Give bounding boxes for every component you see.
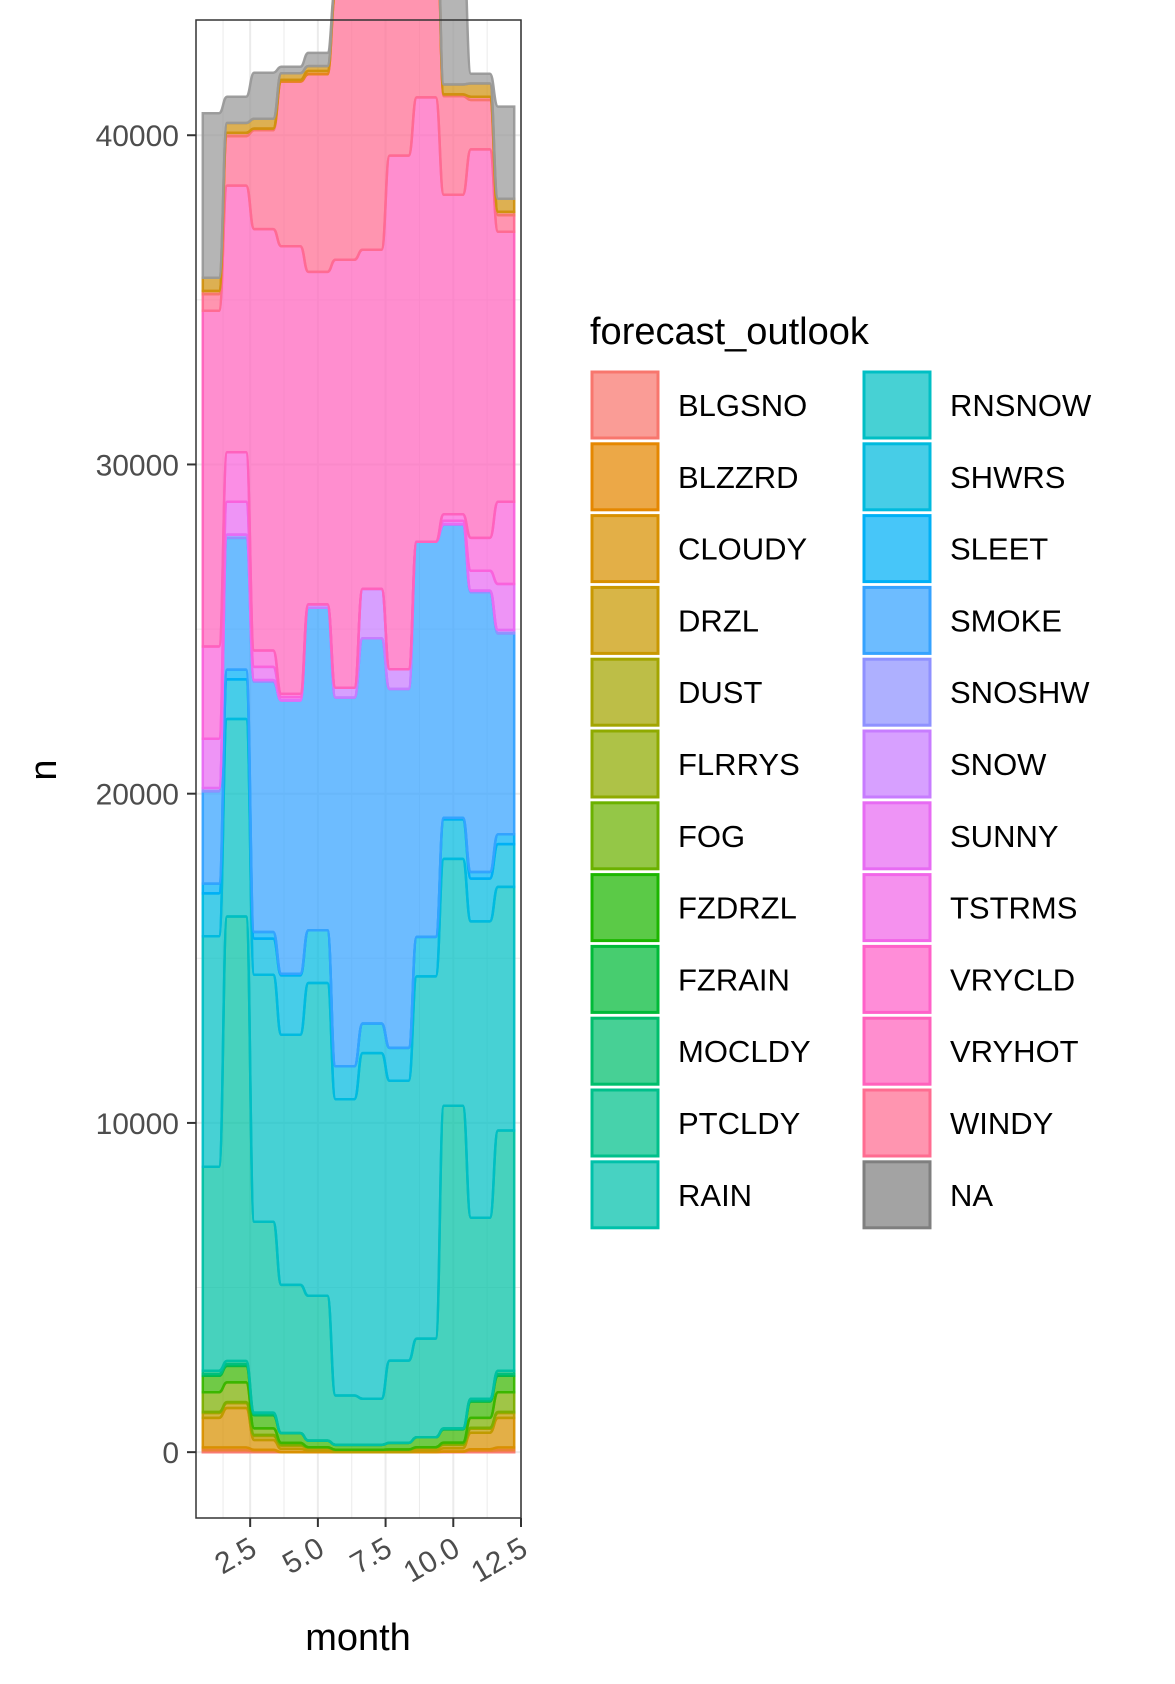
legend-key-blgsno xyxy=(590,370,660,440)
legend-label: SMOKE xyxy=(950,603,1062,638)
legend-label: FZDRZL xyxy=(678,891,797,926)
legend-item: BLGSNO xyxy=(590,370,807,440)
stream-areas xyxy=(201,0,516,1454)
legend-label: FLRRYS xyxy=(678,747,800,782)
legend-item: TSTRMS xyxy=(862,873,1077,943)
legend: BLGSNO BLZZRD CLOUDY DRZL DUST FLRRYS FOG FZDRZ… xyxy=(590,370,1092,1230)
legend-key-vryhot xyxy=(862,1016,932,1086)
legend-label: BLZZRD xyxy=(678,460,799,495)
legend-item: RAIN xyxy=(590,1160,752,1230)
legend-label: FZRAIN xyxy=(678,962,790,997)
legend-label: MOCLDY xyxy=(678,1034,811,1069)
legend-key-sleet xyxy=(862,514,932,584)
legend-item: VRYHOT xyxy=(862,1016,1079,1086)
legend-key-dust xyxy=(590,657,660,727)
x-axis-title: month xyxy=(305,1617,411,1659)
plot-panel-border xyxy=(195,19,522,1519)
legend-item: DRZL xyxy=(590,585,759,655)
legend-item: RNSNOW xyxy=(862,370,1092,440)
legend-item: SNOSHW xyxy=(862,657,1090,727)
legend-key-smoke xyxy=(862,585,932,655)
legend-item: SLEET xyxy=(862,514,1048,584)
legend-label: SHWRS xyxy=(950,460,1065,495)
legend-label: SUNNY xyxy=(950,819,1059,854)
legend-item: DUST xyxy=(590,657,762,727)
legend-item: FZDRZL xyxy=(590,873,797,943)
legend-key-mocldy xyxy=(590,1016,660,1086)
legend-key-windy xyxy=(862,1088,932,1158)
legend-item: NA xyxy=(862,1160,993,1230)
legend-item: BLZZRD xyxy=(590,442,799,512)
legend-label: FOG xyxy=(678,819,745,854)
legend-item: VRYCLD xyxy=(862,944,1075,1014)
legend-label: CLOUDY xyxy=(678,532,807,567)
legend-key-snow xyxy=(862,729,932,799)
stream-na xyxy=(201,0,516,280)
legend-key-drzl xyxy=(590,585,660,655)
legend-label: NA xyxy=(950,1178,993,1213)
legend-label: SLEET xyxy=(950,532,1048,567)
legend-label: RAIN xyxy=(678,1178,752,1213)
legend-item: FLRRYS xyxy=(590,729,800,799)
legend-label: SNOW xyxy=(950,747,1047,782)
y-tick-label: 0 xyxy=(162,1437,179,1470)
legend-key-rnsnow xyxy=(862,370,932,440)
legend-label: RNSNOW xyxy=(950,388,1092,423)
legend-item: FZRAIN xyxy=(590,944,790,1014)
legend-label: WINDY xyxy=(950,1106,1053,1141)
legend-key-fog xyxy=(590,801,660,871)
y-tick-label: 40000 xyxy=(96,120,179,153)
legend-key-blzzrd xyxy=(590,442,660,512)
y-tick-label: 10000 xyxy=(96,1108,179,1141)
legend-key-na xyxy=(862,1160,932,1230)
legend-title: forecast_outlook xyxy=(590,311,870,353)
y-axis-title: n xyxy=(23,759,65,780)
legend-item: SHWRS xyxy=(862,442,1065,512)
legend-label: VRYCLD xyxy=(950,962,1075,997)
y-tick-label: 20000 xyxy=(96,779,179,812)
legend-key-ptcldy xyxy=(590,1088,660,1158)
legend-key-snoshw xyxy=(862,657,932,727)
legend-label: DRZL xyxy=(678,603,759,638)
legend-key-shwrs xyxy=(862,442,932,512)
legend-label: PTCLDY xyxy=(678,1106,800,1141)
legend-item: FOG xyxy=(590,801,745,871)
y-tick-label: 30000 xyxy=(96,449,179,482)
legend-key-fzdrzl xyxy=(590,873,660,943)
legend-item: CLOUDY xyxy=(590,514,807,584)
legend-key-vrycld xyxy=(862,944,932,1014)
legend-item: MOCLDY xyxy=(590,1016,811,1086)
legend-item: WINDY xyxy=(862,1088,1053,1158)
legend-key-fzrain xyxy=(590,944,660,1014)
legend-item: PTCLDY xyxy=(590,1088,800,1158)
legend-item: SUNNY xyxy=(862,801,1059,871)
legend-label: SNOSHW xyxy=(950,675,1090,710)
legend-key-rain xyxy=(590,1160,660,1230)
legend-item: SMOKE xyxy=(862,585,1062,655)
legend-key-tstrms xyxy=(862,873,932,943)
legend-label: DUST xyxy=(678,675,762,710)
legend-label: VRYHOT xyxy=(950,1034,1079,1069)
legend-label: BLGSNO xyxy=(678,388,807,423)
legend-key-cloudy xyxy=(590,514,660,584)
legend-key-flrrys xyxy=(590,729,660,799)
legend-label: TSTRMS xyxy=(950,891,1077,926)
legend-key-sunny xyxy=(862,801,932,871)
legend-item: SNOW xyxy=(862,729,1047,799)
